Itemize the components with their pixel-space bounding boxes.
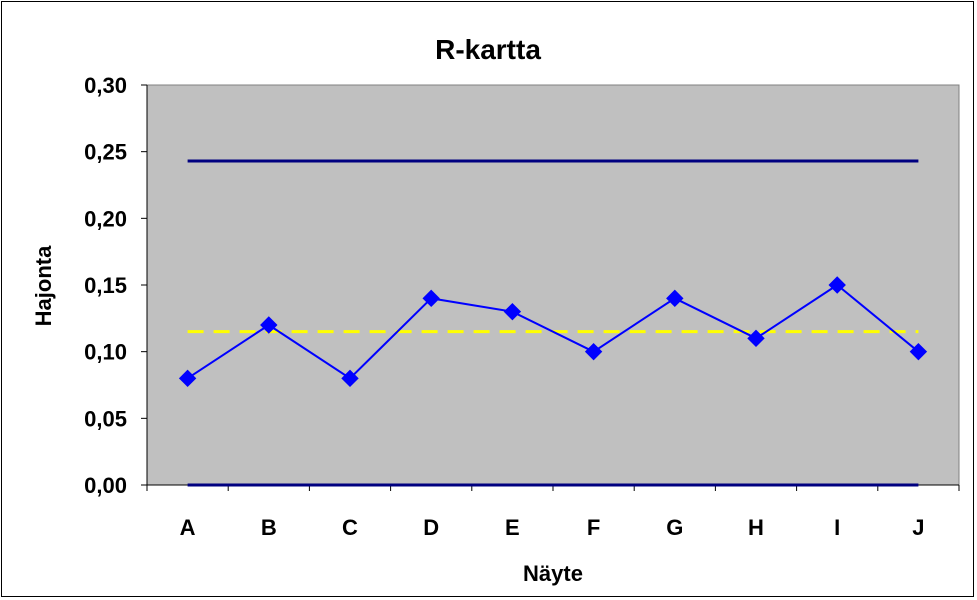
data-point-marker — [666, 289, 684, 308]
y-tick-label: 0,00 — [84, 473, 127, 498]
x-tick-label: A — [180, 515, 196, 540]
data-point-marker — [178, 369, 197, 388]
x-tick-label: F — [587, 515, 600, 540]
chart-title: R-kartta — [435, 34, 541, 65]
x-tick-label: J — [912, 515, 924, 540]
x-axis-title: Näyte — [523, 561, 583, 586]
x-tick-label: G — [666, 515, 683, 540]
y-tick-label: 0,20 — [84, 206, 127, 231]
y-axis: 0,00 0,05 0,10 0,15 0,20 0,25 0,30 — [84, 73, 148, 498]
y-axis-title: Hajonta — [31, 245, 56, 326]
plot-area — [146, 84, 960, 486]
series-line — [187, 283, 920, 380]
x-tick-label: B — [261, 515, 277, 540]
data-point-marker — [747, 329, 765, 348]
y-tick-label: 0,10 — [84, 340, 127, 365]
x-tick-label: C — [342, 515, 358, 540]
data-point-marker — [909, 342, 928, 361]
x-axis: A B C D E F G H I J — [146, 484, 960, 540]
data-point-marker — [503, 302, 522, 321]
data-point-marker — [584, 342, 603, 361]
x-tick-label: E — [505, 515, 520, 540]
data-point-marker — [828, 276, 846, 294]
data-point-marker — [341, 369, 359, 388]
y-tick-label: 0,25 — [84, 140, 127, 165]
y-tick-label: 0,05 — [84, 406, 127, 431]
y-tick-label: 0,30 — [84, 73, 127, 98]
y-tick-label: 0,15 — [84, 273, 127, 298]
x-tick-label: D — [423, 515, 439, 540]
data-point-marker — [422, 289, 440, 308]
x-tick-label: H — [748, 515, 764, 540]
data-point-marker — [260, 316, 278, 334]
series-layer — [178, 276, 928, 388]
x-tick-label: I — [834, 515, 840, 540]
